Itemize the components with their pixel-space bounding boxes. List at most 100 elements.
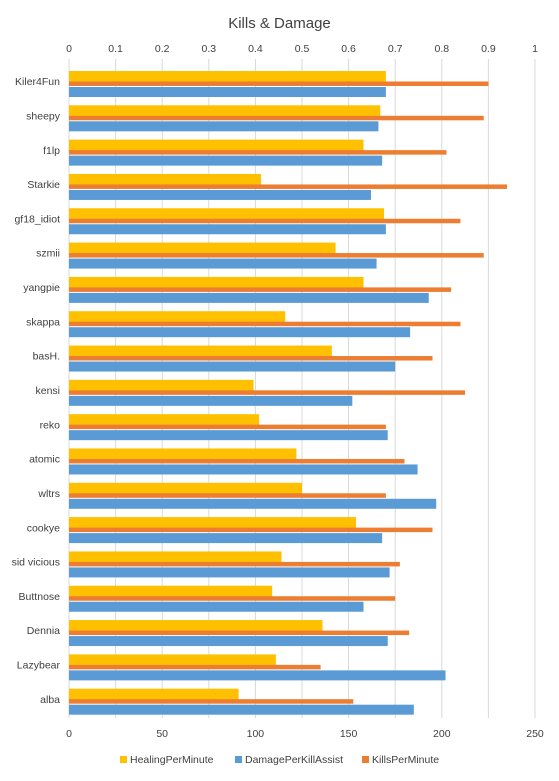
- bar-damage-per-kill-assist: [69, 704, 414, 715]
- bar-damage-per-kill-assist: [69, 361, 396, 372]
- category-label: f1lp: [43, 145, 60, 157]
- bar-damage-per-kill-assist: [69, 567, 390, 578]
- category-label: reko: [40, 419, 61, 431]
- bar-kills-per-minute: [69, 424, 386, 430]
- top-tick-label: 0: [66, 43, 72, 55]
- category-label: atomic: [29, 454, 60, 466]
- bottom-tick-label: 250: [526, 728, 544, 740]
- bar-healing-per-minute: [69, 379, 254, 391]
- bottom-tick-label: 100: [247, 728, 265, 740]
- bar-healing-per-minute: [69, 448, 297, 460]
- top-tick-label: 0.7: [388, 43, 403, 55]
- bar-kills-per-minute: [69, 664, 321, 670]
- legend-swatch: [120, 756, 127, 763]
- bar-kills-per-minute: [69, 527, 433, 533]
- bar-damage-per-kill-assist: [69, 601, 364, 612]
- bar-kills-per-minute: [69, 493, 386, 498]
- category-label: cookye: [27, 522, 60, 534]
- bottom-axis-ticks: 0 50 100 150 200 250: [66, 728, 544, 740]
- top-tick-label: 0.1: [108, 43, 123, 55]
- bar-damage-per-kill-assist: [69, 533, 383, 544]
- bar-damage-per-kill-assist: [69, 224, 386, 235]
- top-tick-label: 0.4: [248, 43, 263, 55]
- category-label: Dennia: [27, 625, 60, 637]
- bar-damage-per-kill-assist: [69, 292, 429, 303]
- bar-healing-per-minute: [69, 654, 276, 666]
- category-label: kensi: [35, 385, 60, 397]
- category-label: wltrs: [37, 488, 60, 500]
- bar-damage-per-kill-assist: [69, 189, 371, 200]
- category-label: Starkie: [27, 179, 60, 191]
- bar-kills-per-minute: [69, 390, 466, 395]
- bar-healing-per-minute: [69, 517, 357, 529]
- bar-kills-per-minute: [69, 356, 433, 361]
- bar-healing-per-minute: [69, 105, 381, 117]
- category-label: Lazybear: [17, 660, 61, 672]
- bar-damage-per-kill-assist: [69, 670, 446, 681]
- bar-damage-per-kill-assist: [69, 636, 388, 647]
- bar-damage-per-kill-assist: [69, 155, 383, 166]
- bar-healing-per-minute: [69, 620, 323, 632]
- bar-healing-per-minute: [69, 173, 261, 185]
- bar-healing-per-minute: [69, 139, 364, 151]
- legend-label: DamagePerKillAssist: [245, 754, 343, 766]
- bar-healing-per-minute: [69, 242, 336, 254]
- bar-healing-per-minute: [69, 414, 260, 426]
- bar-healing-per-minute: [69, 482, 302, 494]
- top-tick-label: 0.3: [201, 43, 216, 55]
- bar-damage-per-kill-assist: [69, 258, 377, 269]
- bar-damage-per-kill-assist: [69, 464, 418, 475]
- bottom-tick-label: 150: [340, 728, 358, 740]
- top-tick-label: 1: [532, 43, 538, 55]
- category-labels: Kiler4Fun sheepy f1lp Starkie gf18_idiotszmi…: [12, 76, 61, 706]
- bar-kills-per-minute: [69, 596, 396, 601]
- bar-kills-per-minute: [69, 699, 354, 704]
- top-tick-label: 0.8: [434, 43, 449, 55]
- legend-swatch: [362, 756, 369, 763]
- category-label: alba: [40, 694, 60, 706]
- bar-damage-per-kill-assist: [69, 430, 388, 441]
- legend-label: HealingPerMinute: [130, 754, 214, 766]
- bar-kills-per-minute: [69, 458, 405, 464]
- top-axis-ticks: 0 0.1 0.2 0.3 0.4 0.5 0.6 0.7 0.8 0.9 1: [66, 43, 538, 55]
- bar-healing-per-minute: [69, 585, 273, 597]
- bar-healing-per-minute: [69, 71, 386, 82]
- bottom-tick-label: 0: [66, 728, 72, 740]
- bar-healing-per-minute: [69, 345, 332, 357]
- bar-damage-per-kill-assist: [69, 498, 437, 509]
- legend-swatch: [235, 756, 242, 763]
- bar-kills-per-minute: [69, 115, 484, 121]
- chart-title: Kills & Damage: [228, 15, 331, 32]
- category-label: sheepy: [26, 110, 61, 122]
- bar-damage-per-kill-assist: [69, 87, 386, 97]
- bar-damage-per-kill-assist: [69, 121, 379, 132]
- category-label: Kiler4Fun: [15, 76, 60, 88]
- legend: HealingPerMinute DamagePerKillAssist Kills…: [120, 754, 439, 766]
- category-label: skappa: [26, 316, 60, 328]
- bar-healing-per-minute: [69, 311, 286, 323]
- bar-healing-per-minute: [69, 208, 385, 220]
- gridlines: [68, 59, 536, 718]
- bar-kills-per-minute: [69, 150, 447, 155]
- top-tick-label: 0.5: [295, 43, 310, 55]
- bar-healing-per-minute: [69, 688, 239, 700]
- bar-kills-per-minute: [69, 81, 489, 86]
- bar-healing-per-minute: [69, 276, 364, 288]
- bar-kills-per-minute: [69, 253, 484, 258]
- bars: [69, 71, 508, 715]
- bar-damage-per-kill-assist: [69, 327, 411, 338]
- top-tick-label: 0.9: [481, 43, 496, 55]
- category-label: yangpie: [23, 282, 60, 294]
- category-label: sid vicious: [12, 557, 60, 569]
- bar-kills-per-minute: [69, 561, 400, 567]
- bar-healing-per-minute: [69, 551, 282, 563]
- bottom-tick-label: 50: [156, 728, 168, 740]
- bar-kills-per-minute: [69, 287, 452, 292]
- bar-kills-per-minute: [69, 321, 461, 327]
- category-label: szmii: [36, 248, 60, 260]
- top-tick-label: 0.6: [341, 43, 356, 55]
- top-tick-label: 0.2: [155, 43, 170, 55]
- bar-damage-per-kill-assist: [69, 395, 353, 406]
